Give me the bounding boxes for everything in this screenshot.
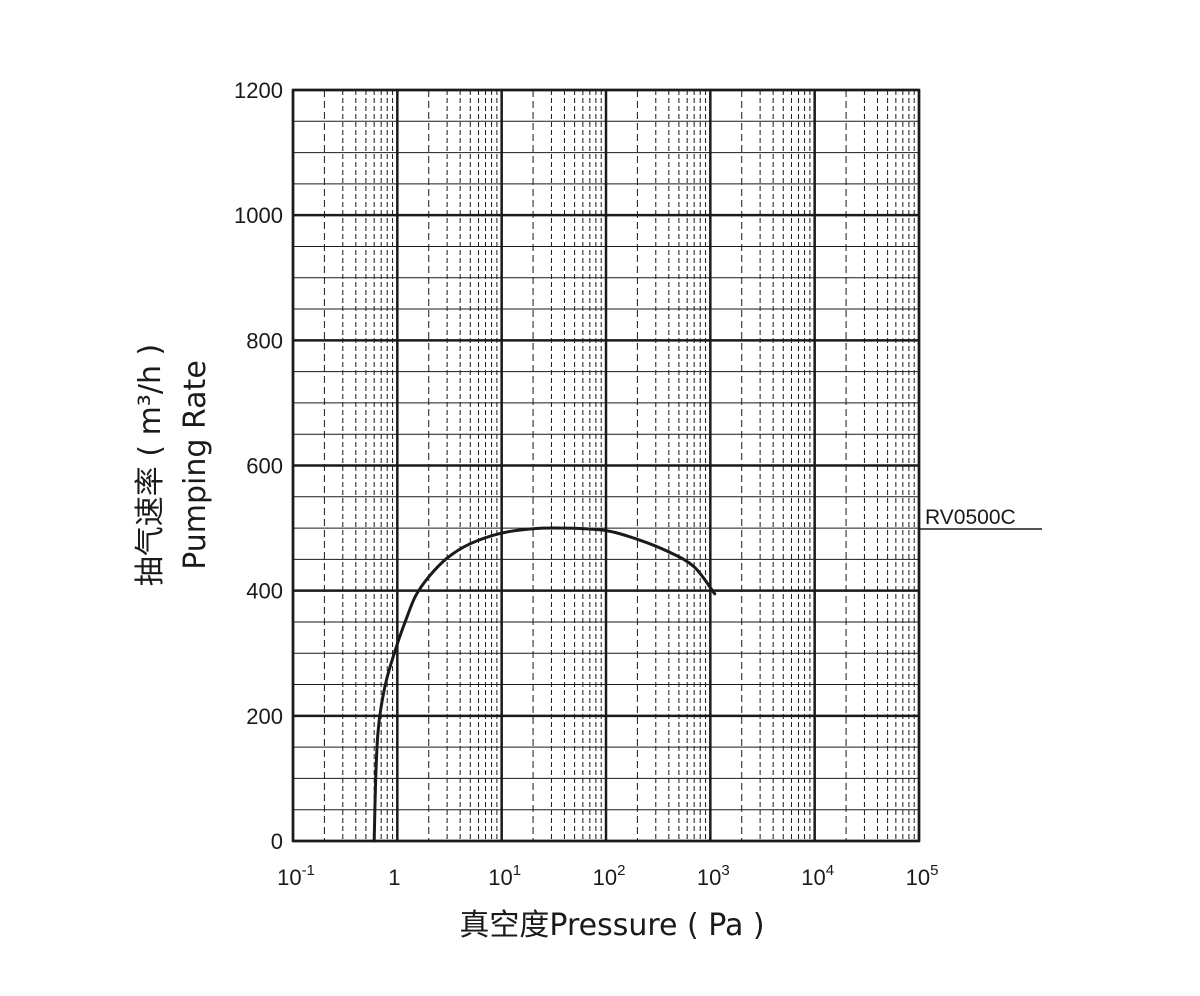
y-axis-title-line2: Pumping Rate bbox=[178, 360, 213, 570]
x-tick-label: 102 bbox=[593, 862, 626, 890]
y-axis-tick-labels: 0 200 400 600 800 1000 1200 bbox=[234, 78, 283, 854]
x-axis-title: 真空度Pressure ( Pa ) bbox=[459, 908, 764, 943]
x-axis-tick-labels: 10-1 1 101 102 103 104 105 bbox=[277, 862, 938, 890]
y-axis-title: 抽气速率 ( m³/h ) Pumping Rate bbox=[133, 344, 213, 586]
x-tick-label: 101 bbox=[488, 862, 521, 890]
x-tick-label: 103 bbox=[697, 862, 730, 890]
y-tick-label: 1200 bbox=[234, 78, 283, 103]
y-tick-label: 800 bbox=[246, 328, 283, 353]
series-layer: RV0500C bbox=[372, 506, 1042, 843]
x-tick-label: 105 bbox=[906, 862, 939, 890]
plot-frame bbox=[291, 88, 921, 843]
y-tick-label: 0 bbox=[271, 829, 283, 854]
series-line-rv0500c bbox=[372, 526, 717, 843]
x-tick-label: 104 bbox=[801, 862, 834, 890]
x-tick-label: 10-1 bbox=[277, 862, 315, 890]
y-axis-title-line1: 抽气速率 ( m³/h ) bbox=[133, 344, 168, 586]
y-tick-label: 600 bbox=[246, 454, 283, 479]
y-tick-label: 1000 bbox=[234, 203, 283, 228]
y-tick-label: 200 bbox=[246, 704, 283, 729]
x-tick-label: 1 bbox=[388, 865, 400, 890]
y-tick-label: 400 bbox=[246, 579, 283, 604]
series-label-rv0500c: RV0500C bbox=[925, 506, 1016, 529]
